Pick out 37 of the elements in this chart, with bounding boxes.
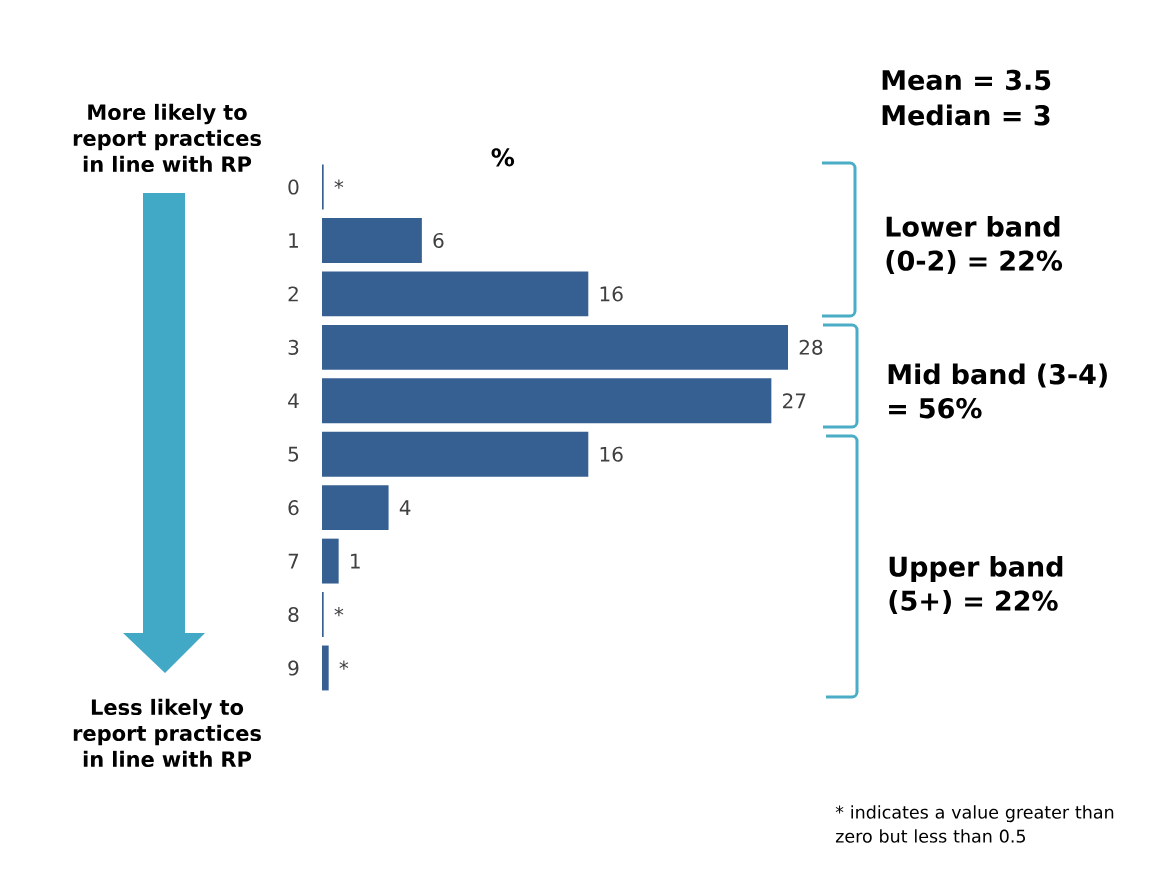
text: Mean = 3.5: [882, 69, 1051, 91]
bar: [322, 485, 389, 531]
data-label: *: [334, 179, 344, 189]
text: Lower band (0-2) = 22%: [886, 215, 1063, 275]
bar: [322, 378, 772, 424]
bar: [322, 431, 589, 477]
y-tick-label: 0: [288, 179, 299, 195]
bar: [322, 324, 789, 370]
data-label: 27: [783, 393, 806, 409]
data-label: *: [334, 607, 344, 617]
y-tick-label: 7: [288, 553, 299, 569]
y-tick-label: 1: [289, 233, 298, 248]
data-label: 1: [351, 553, 360, 569]
chart-title: %: [491, 148, 515, 167]
bar: [322, 271, 589, 317]
text: Upper band (5+) = 22%: [889, 555, 1063, 615]
text: More likely to report practices in line with RP: [73, 103, 261, 173]
y-tick-label: 3: [288, 339, 299, 355]
text: Less likely to report practices in line with RP: [73, 698, 261, 768]
bar: [322, 218, 422, 263]
y-tick-label: 4: [288, 393, 299, 409]
y-tick-label: 9: [288, 660, 299, 676]
y-tick-label: 8: [288, 606, 299, 623]
data-label: 16: [600, 446, 623, 462]
data-label: 28: [799, 339, 823, 355]
y-tick-label: 2: [288, 286, 298, 302]
text: Mid band (3-4) = 56%: [888, 363, 1107, 419]
text: * indicates a value greater than zero but less than 0.5: [835, 805, 1114, 843]
data-label: 4: [399, 500, 411, 515]
bar: [322, 538, 339, 584]
data-label: *: [339, 660, 349, 670]
data-label: 6: [433, 232, 444, 249]
bar: [322, 645, 329, 691]
y-tick-label: 5: [288, 446, 299, 462]
y-tick-label: 6: [288, 500, 299, 516]
text: Median = 3: [882, 104, 1050, 126]
data-label: 16: [600, 286, 623, 302]
